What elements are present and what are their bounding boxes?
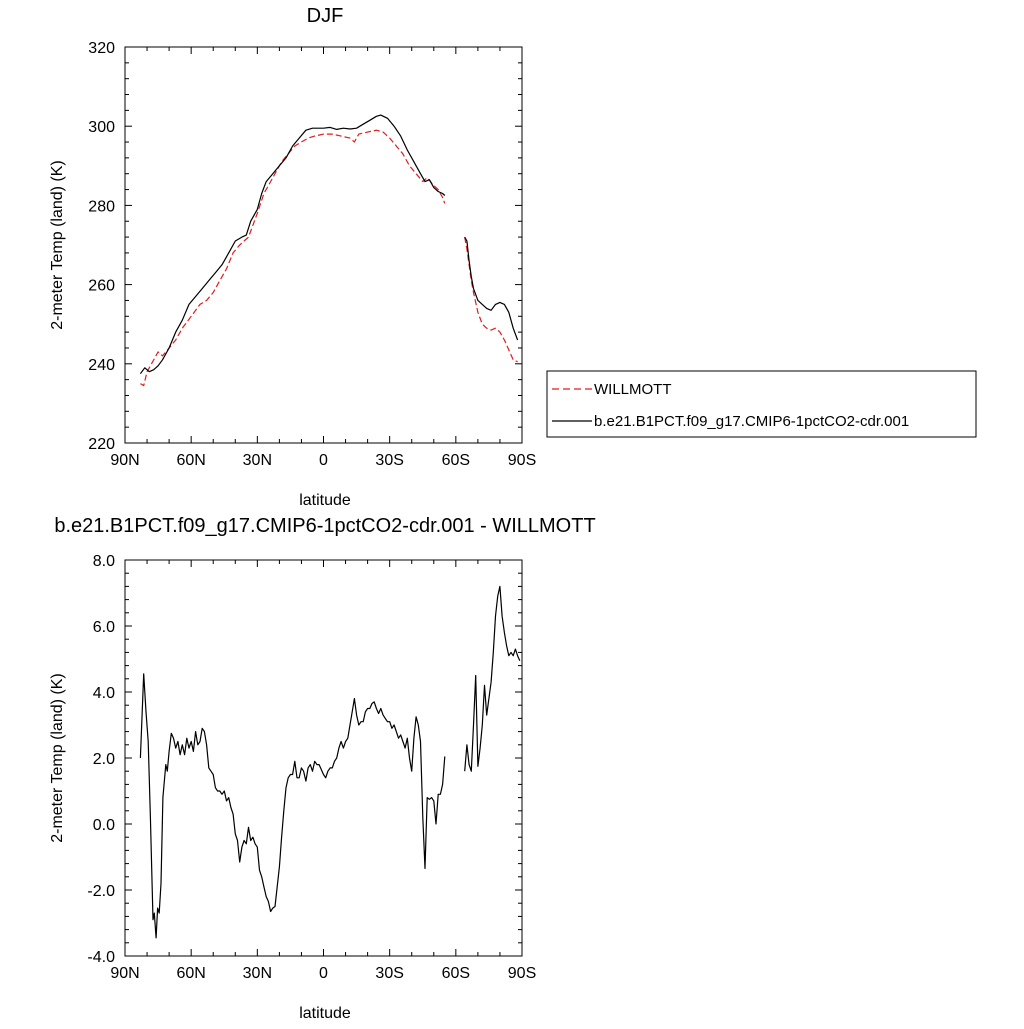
x-tick-label: 0 <box>319 452 328 469</box>
series-line-0 <box>464 585 521 772</box>
y-tick-label: 2.0 <box>93 751 115 768</box>
x-tick-label: 90S <box>508 965 536 982</box>
series-line-1 <box>464 236 519 341</box>
y-tick-label: 280 <box>88 198 115 215</box>
y-tick-label: 260 <box>88 278 115 295</box>
series-line-1 <box>139 114 446 375</box>
y-tick-label: 8.0 <box>93 553 115 570</box>
x-tick-label: 60S <box>442 452 470 469</box>
legend-label-model: b.e21.B1PCT.f09_g17.CMIP6-1pctCO2-cdr.00… <box>594 413 909 430</box>
x-tick-label: 90N <box>110 965 139 982</box>
y-tick-label: 320 <box>88 40 115 57</box>
series-line-0 <box>139 673 446 939</box>
x-tick-label: 30S <box>375 452 403 469</box>
series-line-0 <box>464 236 518 363</box>
x-axis-title: latitude <box>299 492 351 509</box>
plot-frame <box>124 46 523 444</box>
x-tick-label: 60S <box>442 965 470 982</box>
y-tick-label: 300 <box>88 119 115 136</box>
x-tick-label: 90S <box>508 452 536 469</box>
panel-djf: DJF 90N 60N 30N 0 30S 60S 90S 220 240 260 280 300 32… <box>49 5 536 509</box>
chart-title: DJF <box>307 5 344 27</box>
x-tick-label: 60N <box>176 965 205 982</box>
y-tick-label: -4.0 <box>87 949 115 966</box>
y-axis-title: 2-meter Temp (land) (K) <box>49 160 66 330</box>
x-tick-label: 60N <box>176 452 205 469</box>
plot-frame <box>124 559 523 957</box>
y-tick-label: 0.0 <box>93 817 115 834</box>
x-tick-label: 0 <box>319 965 328 982</box>
y-axis-title: 2-meter Temp (land) (K) <box>49 673 66 843</box>
chart-title: b.e21.B1PCT.f09_g17.CMIP6-1pctCO2-cdr.00… <box>54 515 595 537</box>
x-tick-label: 90N <box>110 452 139 469</box>
y-tick-label: 220 <box>88 436 115 453</box>
y-tick-label: 240 <box>88 357 115 374</box>
x-tick-label: 30N <box>243 452 272 469</box>
x-axis-title: latitude <box>299 1005 351 1022</box>
legend-label-willmott: WILLMOTT <box>594 381 672 398</box>
legend: WILLMOTT b.e21.B1PCT.f09_g17.CMIP6-1pctC… <box>546 370 977 438</box>
y-tick-label: 6.0 <box>93 619 115 636</box>
y-tick-label: -2.0 <box>87 883 115 900</box>
x-tick-label: 30S <box>375 965 403 982</box>
legend-frame <box>546 370 977 438</box>
y-tick-label: 4.0 <box>93 685 115 702</box>
x-tick-label: 30N <box>243 965 272 982</box>
series-line-0 <box>140 129 446 387</box>
panel-difference: b.e21.B1PCT.f09_g17.CMIP6-1pctCO2-cdr.00… <box>49 515 596 1022</box>
